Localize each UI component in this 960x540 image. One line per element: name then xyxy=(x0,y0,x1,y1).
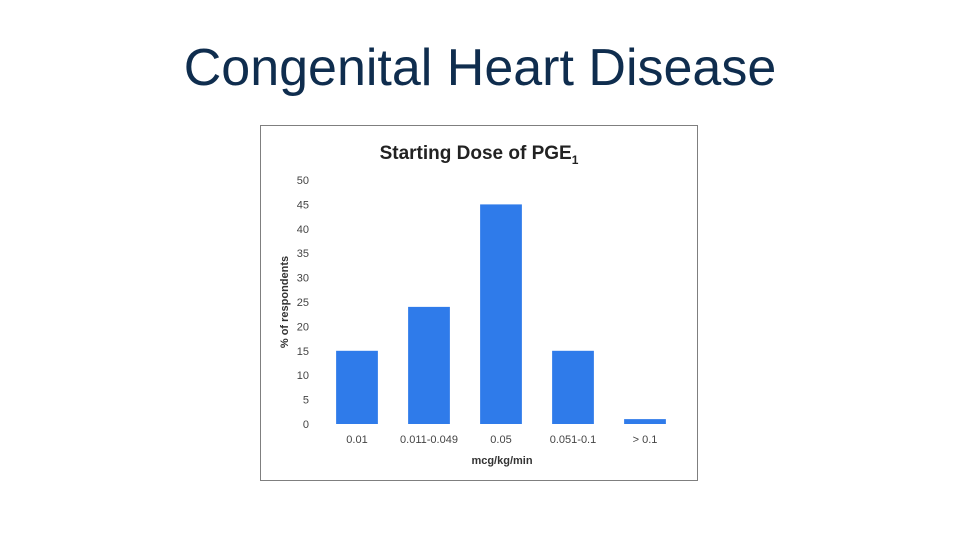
slide-title: Congenital Heart Disease xyxy=(183,39,777,97)
bar-chart: Starting Dose of PGE1 0 5 10 15 20 25 30 35 40 45… xyxy=(279,143,666,467)
chart-frame: Starting Dose of PGE1 0 5 10 15 20 25 30 35 40 45… xyxy=(260,125,698,481)
bar xyxy=(552,350,594,424)
y-tick-label: 35 xyxy=(297,248,309,260)
bar xyxy=(408,306,450,424)
y-tick-label: 30 xyxy=(297,273,309,285)
y-tick-label: 50 xyxy=(297,175,309,187)
bar xyxy=(624,419,666,424)
chart-title-subscript: 1 xyxy=(572,153,579,167)
bar xyxy=(336,350,378,424)
x-tick-label: > 0.1 xyxy=(633,434,658,446)
y-tick-label: 0 xyxy=(303,419,309,431)
y-tick-label: 5 xyxy=(303,395,309,407)
chart-title: Starting Dose of PGE1 xyxy=(380,143,579,167)
x-tick-label: 0.051-0.1 xyxy=(550,434,596,446)
y-tick-label: 40 xyxy=(297,224,309,236)
y-tick-label: 20 xyxy=(297,321,309,333)
y-axis-ticks: 0 5 10 15 20 25 30 35 40 45 50 xyxy=(297,175,309,431)
y-tick-label: 10 xyxy=(297,370,309,382)
y-axis-label: % of respondents xyxy=(279,256,291,348)
bars xyxy=(336,204,666,424)
y-tick-label: 15 xyxy=(297,346,309,358)
x-axis-ticks: 0.01 0.011-0.049 0.05 0.051-0.1 > 0.1 xyxy=(346,434,657,446)
chart-title-main: Starting Dose of PGE xyxy=(380,143,572,164)
x-tick-label: 0.011-0.049 xyxy=(400,434,458,446)
y-tick-label: 45 xyxy=(297,199,309,211)
bar xyxy=(480,204,522,424)
x-axis-label: mcg/kg/min xyxy=(471,455,532,467)
x-tick-label: 0.01 xyxy=(346,434,367,446)
y-tick-label: 25 xyxy=(297,297,309,309)
x-tick-label: 0.05 xyxy=(490,434,511,446)
